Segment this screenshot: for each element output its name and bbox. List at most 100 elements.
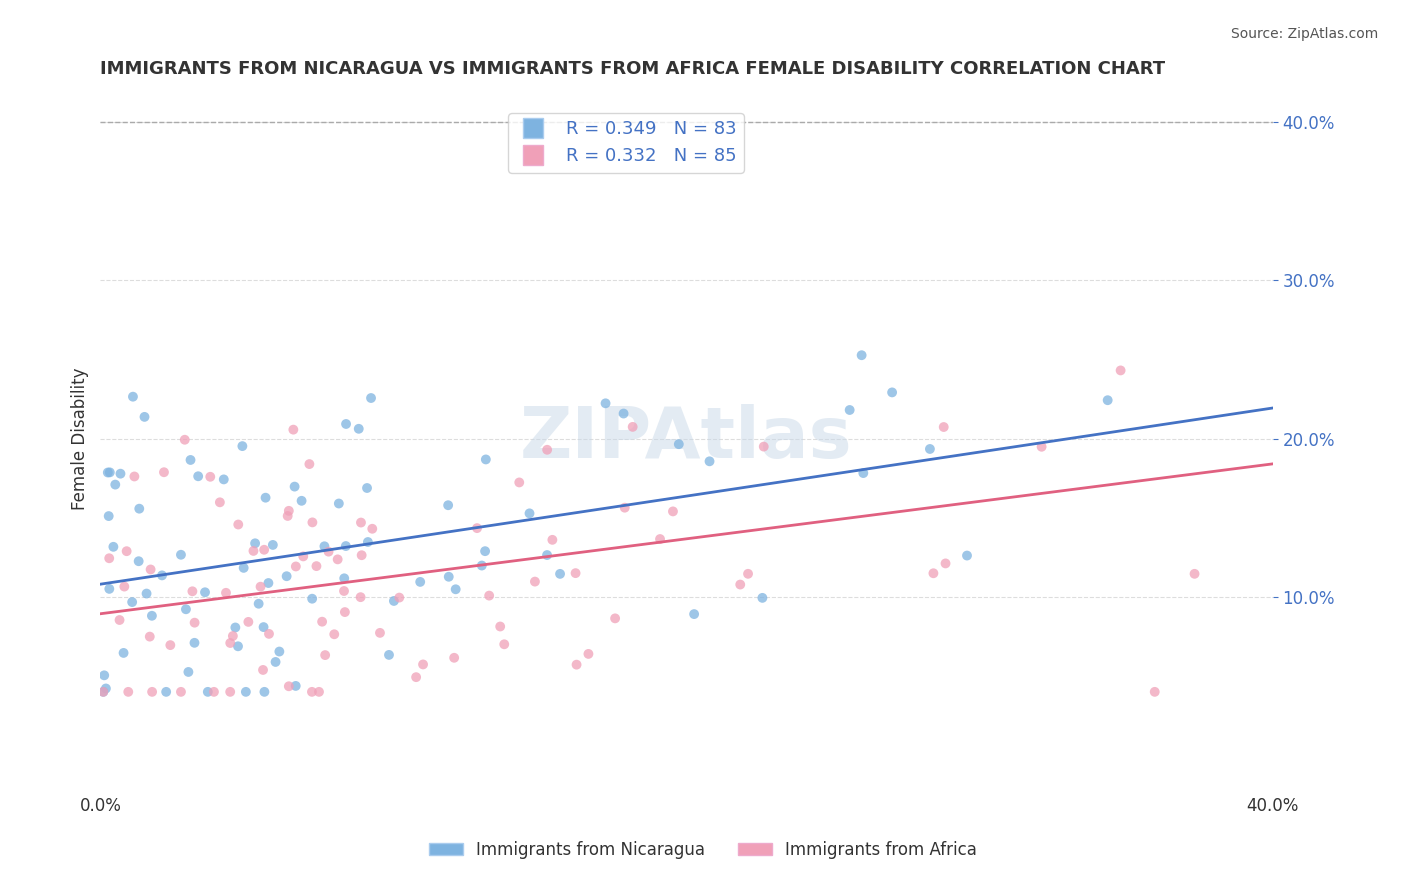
Point [350,516,373,530]
Point [882,385,904,400]
Point [474,544,496,558]
Point [277,679,299,693]
Point [284,480,307,494]
Point [97,509,120,524]
Point [222,629,245,643]
Point [264,655,287,669]
Point [662,504,685,518]
Point [194,585,217,599]
Point [135,586,157,600]
Point [181,584,204,599]
Point [277,508,299,523]
Point [360,391,382,405]
Point [668,437,690,451]
Point [98,466,121,480]
Point [368,625,391,640]
Point [1143,685,1166,699]
Point [737,566,759,581]
Point [243,536,266,550]
Point [409,574,432,589]
Point [98,582,121,596]
Point [253,542,276,557]
Point [1031,440,1053,454]
Point [187,469,209,483]
Point [541,533,564,547]
Point [613,407,636,421]
Point [437,498,460,512]
Point [257,627,280,641]
Point [292,549,315,564]
Point [252,620,274,634]
Point [98,551,121,566]
Point [335,539,357,553]
Point [159,638,181,652]
Point [91,685,114,699]
Point [326,552,349,566]
Point [155,685,177,699]
Point [93,668,115,682]
Point [183,636,205,650]
Point [935,557,957,571]
Point [284,679,307,693]
Point [112,646,135,660]
Point [333,584,356,599]
Point [269,644,291,658]
Point [252,663,274,677]
Point [489,619,512,633]
Point [648,532,671,546]
Point [284,559,307,574]
Point [932,420,955,434]
Point [232,561,254,575]
Point [200,470,222,484]
Point [361,522,384,536]
Point [139,630,162,644]
Point [349,590,371,604]
Point [918,442,941,456]
Point [141,608,163,623]
Point [117,685,139,699]
Point [603,611,626,625]
Point [283,423,305,437]
Point [323,627,346,641]
Point [134,409,156,424]
Point [141,685,163,699]
Point [314,648,336,662]
Point [683,607,706,621]
Point [238,615,260,629]
Point [519,507,541,521]
Point [177,665,200,679]
Point [298,457,321,471]
Point [508,475,530,490]
Point [180,453,202,467]
Point [94,681,117,696]
Point [247,597,270,611]
Point [465,521,488,535]
Point [122,390,145,404]
Point [104,477,127,491]
Point [494,637,516,651]
Point [128,554,150,568]
Legend: Immigrants from Nicaragua, Immigrants from Africa: Immigrants from Nicaragua, Immigrants fr… [423,835,983,866]
Point [318,544,340,558]
Point [350,548,373,562]
Point [699,454,721,468]
Point [170,548,193,562]
Point [1109,363,1132,377]
Point [852,466,875,480]
Point [242,544,264,558]
Point [212,472,235,486]
Point [305,559,328,574]
Point [150,568,173,582]
Point [110,467,132,481]
Point [405,670,427,684]
Point [444,582,467,597]
Point [173,433,195,447]
Point [1097,393,1119,408]
Point [277,504,299,518]
Point [112,580,135,594]
Point [208,495,231,509]
Point [437,570,460,584]
Point [565,657,588,672]
Point [124,469,146,483]
Point [231,439,253,453]
